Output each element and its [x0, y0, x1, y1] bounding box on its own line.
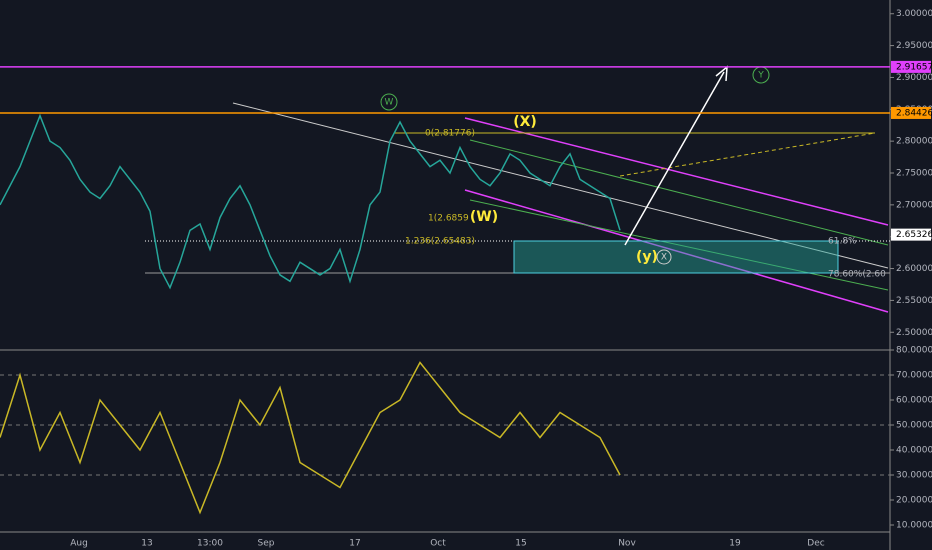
- y-tick-label: 20.0000: [896, 496, 932, 506]
- x-tick-label: 15: [515, 539, 526, 549]
- wave-label: Y: [757, 71, 764, 81]
- fib-label: 0(2.81776): [425, 129, 475, 139]
- y-tick-label: 10.0000: [896, 521, 932, 531]
- price-tag: [891, 106, 931, 119]
- channel-bottom: [464, 189, 889, 313]
- y-tick-label: 2.70000: [896, 200, 932, 210]
- y-tick-label: 2.90000: [896, 73, 932, 83]
- wave-label: X: [661, 253, 667, 263]
- wave-label: (X): [513, 114, 537, 130]
- wave-label: (y): [636, 249, 658, 265]
- fib-label: 61.8%: [828, 237, 857, 247]
- price-tag-label: 2.65326: [896, 230, 932, 240]
- wave-label: W: [385, 98, 394, 108]
- fib-label: 1.236(2.65483): [405, 237, 475, 247]
- y-tick-label: 2.80000: [896, 137, 932, 147]
- y-tick-label: 2.60000: [896, 264, 932, 274]
- x-tick-label: 13: [141, 539, 152, 549]
- projection-arrow: [624, 71, 725, 246]
- x-tick-label: Oct: [430, 539, 446, 549]
- y-tick-label: 80.0000: [896, 346, 932, 356]
- channel-mid: [469, 139, 889, 246]
- y-tick-label: 2.55000: [896, 296, 932, 306]
- channel-top: [464, 117, 889, 226]
- fib-label: 1(2.6859: [428, 214, 469, 224]
- y-tick-label: 3.00000: [896, 9, 932, 19]
- price-tag-label: 2.84426: [896, 108, 932, 118]
- y-tick-label: 70.0000: [896, 371, 932, 381]
- y-tick-label: 50.0000: [896, 421, 932, 431]
- x-tick-label: 13:00: [197, 539, 223, 549]
- price-tag: [891, 60, 931, 73]
- y-tick-label: 2.75000: [896, 169, 932, 179]
- wave-circle: [380, 93, 398, 111]
- series-line: [0, 361, 621, 515]
- x-tick-label: Sep: [258, 539, 275, 549]
- y-tick-label: 40.0000: [896, 446, 932, 456]
- fib-label: 78.60%(2.60: [828, 270, 886, 280]
- x-tick-label: Aug: [70, 539, 88, 549]
- x-tick-label: 19: [729, 539, 741, 549]
- y-tick-label: 2.50000: [896, 328, 932, 338]
- x-tick-label: Dec: [807, 539, 824, 549]
- channel-mid: [469, 199, 889, 291]
- wave-circle: [656, 249, 672, 265]
- series-line: [0, 113, 621, 290]
- y-tick-label: 30.0000: [896, 471, 932, 481]
- x-tick-label: 17: [349, 539, 360, 549]
- wave-label: (W): [470, 209, 498, 225]
- y-tick-label: 2.95000: [896, 41, 932, 51]
- drawings: [145, 65, 890, 313]
- fib-dash: [619, 132, 876, 177]
- y-tick-label: 60.0000: [896, 396, 932, 406]
- price-tag: [891, 228, 931, 241]
- target-box: [513, 240, 839, 274]
- price-tag-label: 2.91657: [896, 62, 932, 72]
- x-tick-label: Nov: [618, 539, 636, 549]
